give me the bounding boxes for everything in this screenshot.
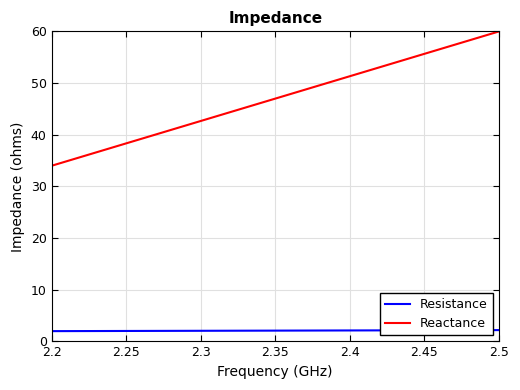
- Line: Reactance: Reactance: [51, 32, 499, 166]
- X-axis label: Frequency (GHz): Frequency (GHz): [217, 365, 333, 379]
- Reactance: [496, 29, 502, 34]
- Y-axis label: Impedance (ohms): Impedance (ohms): [11, 121, 25, 252]
- Legend: Resistance, Reactance: Resistance, Reactance: [380, 293, 493, 335]
- Reactance: [48, 163, 55, 168]
- Reactance: [291, 91, 297, 96]
- Reactance: [485, 32, 491, 37]
- Resistance: [415, 328, 421, 333]
- Resistance: [261, 328, 267, 333]
- Title: Impedance: Impedance: [228, 11, 322, 26]
- Resistance: [496, 328, 502, 332]
- Resistance: [48, 329, 55, 333]
- Resistance: [315, 328, 321, 333]
- Resistance: [291, 328, 297, 333]
- Reactance: [315, 83, 321, 88]
- Resistance: [264, 328, 270, 333]
- Resistance: [485, 328, 491, 332]
- Reactance: [261, 99, 267, 104]
- Reactance: [415, 53, 421, 58]
- Line: Resistance: Resistance: [51, 330, 499, 331]
- Reactance: [264, 99, 270, 103]
